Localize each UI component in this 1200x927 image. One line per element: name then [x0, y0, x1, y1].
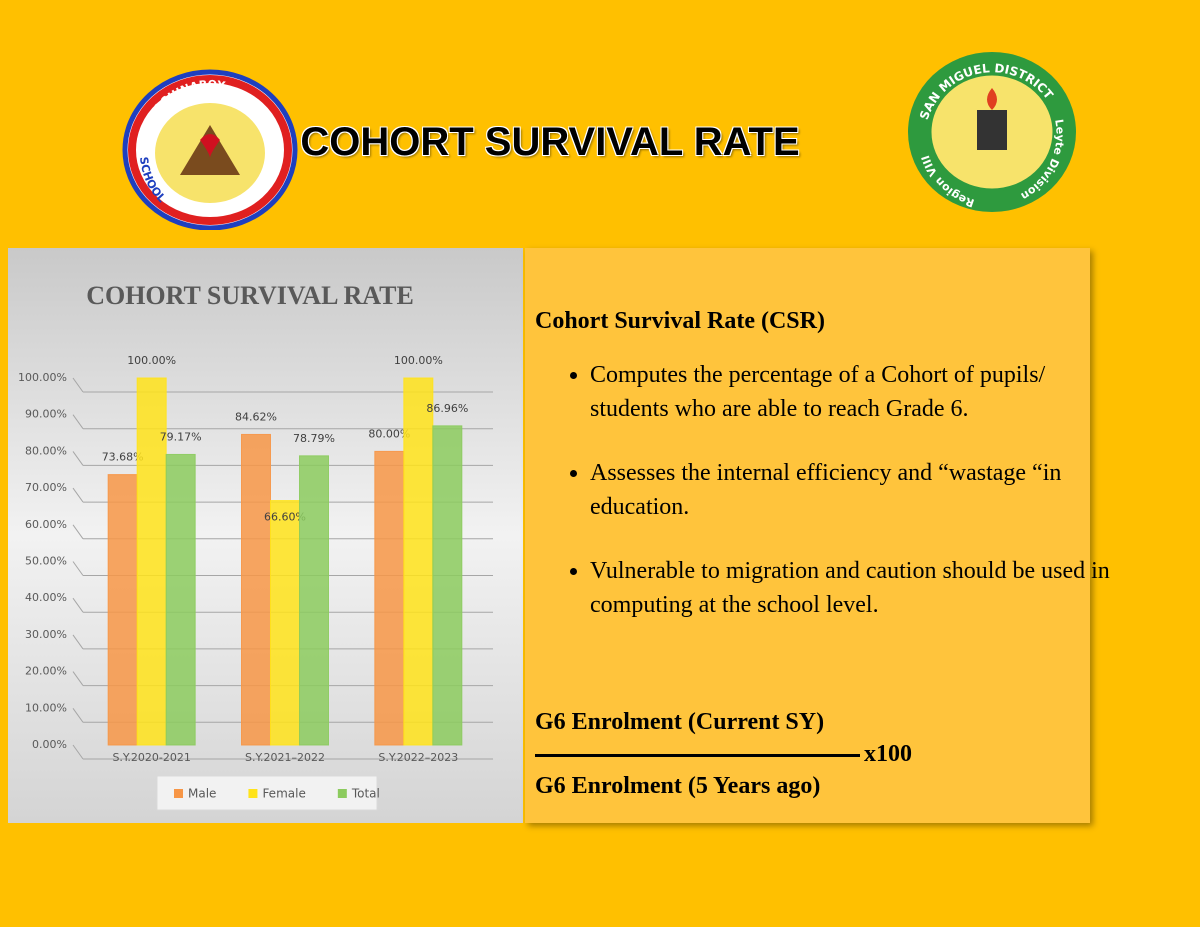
y-tick-label: 20.00% [25, 665, 67, 678]
numerator: G6 Enrolment (Current SY) [535, 709, 825, 735]
y-tick-label: 40.00% [25, 591, 67, 604]
grid-line [72, 414, 84, 429]
bar [241, 433, 271, 746]
grid-line [72, 634, 84, 650]
legend-label: Female [262, 787, 305, 801]
grid-line [72, 708, 84, 723]
bar [136, 377, 167, 746]
y-tick-label: 60.00% [25, 518, 67, 531]
grid-line [72, 597, 84, 613]
data-label: 80.00% [368, 427, 410, 440]
info-panel: Cohort Survival Rate (CSR) Computes the … [525, 248, 1110, 823]
x-tick-label: S.Y.2020-2021 [112, 751, 190, 764]
bullet: Assesses the internal efficiency and “wa… [590, 456, 1110, 524]
info-heading: Cohort Survival Rate (CSR) [535, 308, 825, 334]
x-tick-label: S.Y.2022–2023 [378, 751, 458, 764]
bar [165, 453, 196, 746]
grid-line [72, 451, 84, 466]
y-tick-label: 100.00% [18, 371, 67, 384]
legend-label: Male [188, 787, 216, 801]
data-label: 100.00% [394, 354, 443, 367]
y-tick-label: 30.00% [25, 628, 67, 641]
grid-line [72, 377, 84, 393]
chart: COHORT SURVIVAL RATE 0.00% 10.00% 20.00% 30… [8, 248, 523, 823]
x-tick-label: S.Y.2021–2022 [245, 751, 325, 764]
y-tick-label: 0.00% [32, 738, 67, 751]
district-logo: SAN MIGUEL DISTRICT Leyte Division Regio… [908, 52, 1076, 212]
bar [374, 450, 405, 746]
grid-line [72, 524, 84, 540]
data-label: 100.00% [127, 354, 176, 367]
grid-line [72, 561, 84, 576]
y-tick-label: 50.00% [25, 555, 67, 568]
grid-line [72, 744, 84, 760]
bar [403, 377, 434, 746]
data-label: 73.68% [102, 451, 144, 464]
y-tick-label: 80.00% [25, 444, 67, 457]
data-label: 66.60% [264, 511, 306, 524]
bullet-list: Computes the percentage of a Cohort of p… [553, 358, 1110, 652]
grid-line [72, 487, 84, 503]
legend-swatch [248, 789, 258, 798]
data-label: 78.79% [293, 432, 335, 445]
bar [107, 474, 138, 746]
multiplier: x100 [864, 741, 912, 767]
fraction-line [535, 753, 860, 757]
legend-swatch [174, 789, 183, 798]
y-tick-label: 70.00% [25, 481, 67, 494]
y-tick-label: 90.00% [25, 408, 67, 421]
legend-label: Total [351, 787, 380, 801]
y-tick-label: 10.00% [25, 701, 67, 714]
bullet: Vulnerable to migration and caution shou… [590, 554, 1110, 622]
data-label: 79.17% [160, 430, 202, 443]
legend-swatch [337, 789, 347, 798]
fraction-row: x100 [535, 738, 912, 770]
grid-line [72, 671, 84, 686]
denominator: G6 Enrolment (5 Years ago) [535, 773, 821, 799]
bullet: Computes the percentage of a Cohort of p… [590, 358, 1110, 426]
chart-title: COHORT SURVIVAL RATE [86, 281, 414, 310]
data-label: 86.96% [426, 402, 468, 415]
bar [270, 500, 300, 746]
data-label: 84.62% [235, 410, 277, 423]
school-logo: MALAGUINABOY SCHOOL [122, 69, 298, 230]
bar [432, 425, 463, 746]
bar [299, 455, 329, 746]
formula: G6 Enrolment (Current SY) x100 G6 Enrolm… [535, 706, 912, 802]
page-title: COHORT SURVIVAL RATE [300, 120, 800, 164]
